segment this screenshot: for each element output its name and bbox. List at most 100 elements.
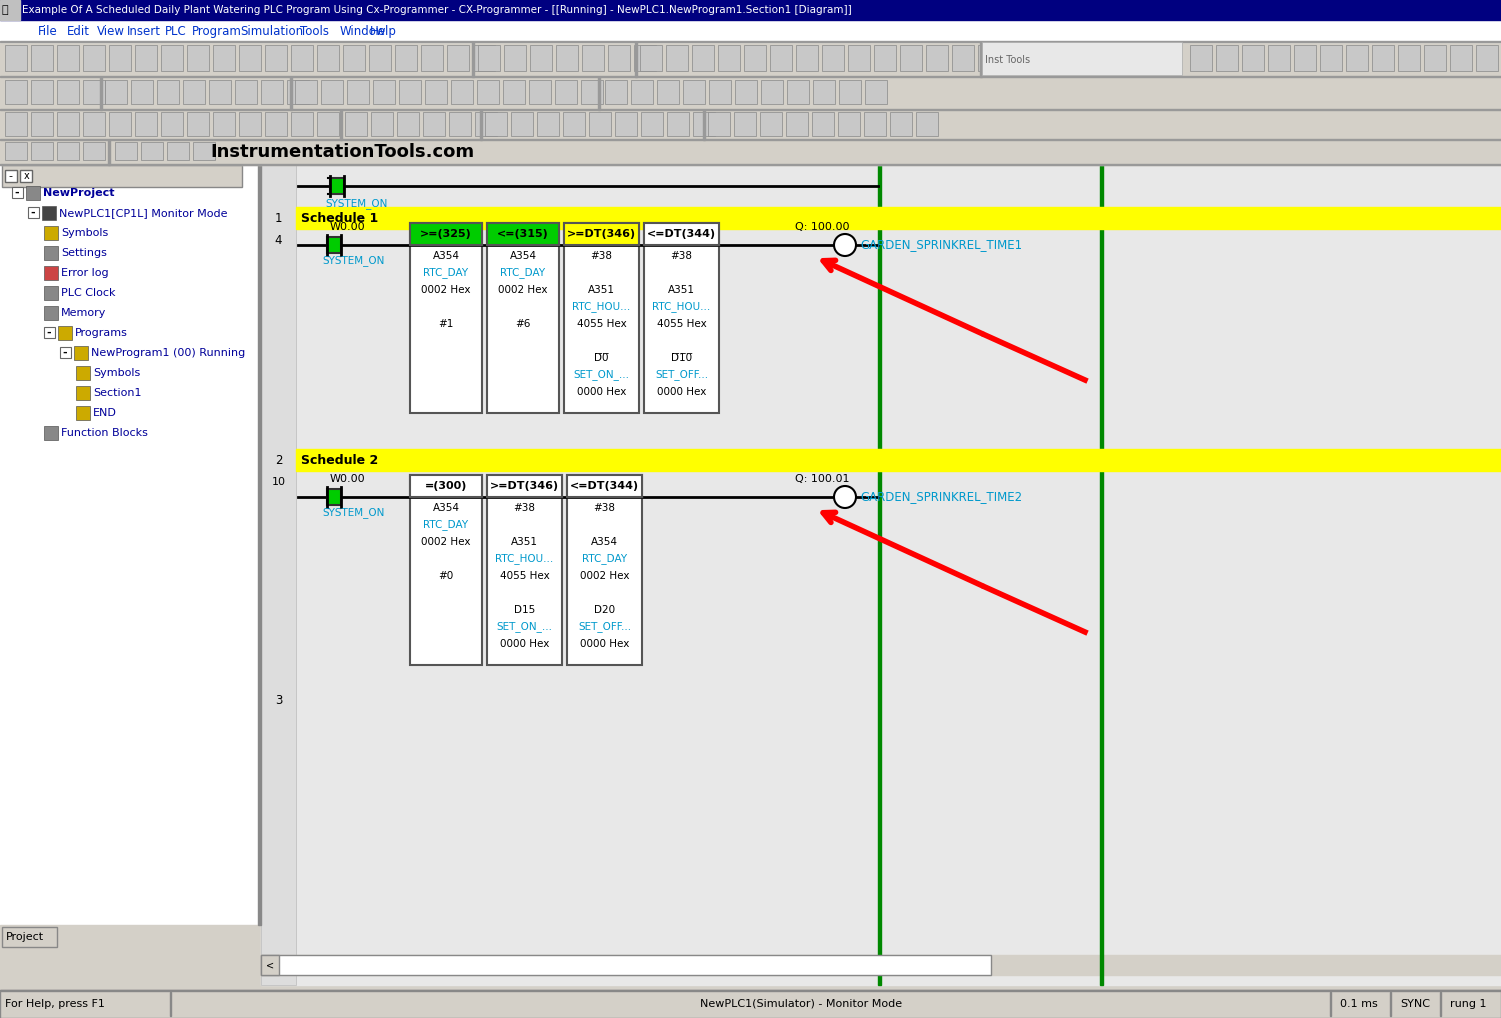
Bar bbox=[410, 475, 482, 497]
Bar bbox=[528, 80, 551, 104]
Bar bbox=[486, 223, 558, 413]
Bar bbox=[32, 45, 53, 71]
Bar bbox=[666, 112, 689, 136]
Bar bbox=[1100, 165, 1103, 985]
Text: Tools: Tools bbox=[300, 24, 329, 38]
Bar bbox=[239, 112, 261, 136]
Text: 0002 Hex: 0002 Hex bbox=[498, 285, 548, 295]
Bar bbox=[635, 42, 636, 77]
Bar bbox=[0, 110, 1501, 140]
Bar bbox=[188, 45, 209, 71]
Text: RTC_HOU...: RTC_HOU... bbox=[572, 301, 630, 313]
Text: 0.1 ms: 0.1 ms bbox=[1340, 999, 1378, 1009]
Bar bbox=[239, 45, 261, 71]
Bar bbox=[183, 80, 206, 104]
Bar bbox=[213, 45, 236, 71]
Bar bbox=[708, 112, 729, 136]
Bar bbox=[563, 112, 585, 136]
Bar bbox=[57, 142, 80, 160]
Text: Q: 100.01: Q: 100.01 bbox=[796, 474, 850, 484]
Text: 0000 Hex: 0000 Hex bbox=[576, 387, 626, 397]
Text: #38: #38 bbox=[671, 251, 692, 261]
Bar bbox=[979, 45, 1000, 71]
Text: InstrumentationTools.com: InstrumentationTools.com bbox=[210, 143, 474, 161]
Bar bbox=[1450, 45, 1472, 71]
Bar bbox=[395, 45, 417, 71]
Bar bbox=[44, 327, 56, 338]
Bar bbox=[760, 112, 782, 136]
Bar bbox=[57, 80, 80, 104]
Text: 2: 2 bbox=[275, 453, 282, 466]
Text: #38: #38 bbox=[590, 251, 612, 261]
Bar bbox=[0, 140, 1501, 165]
Bar bbox=[641, 112, 663, 136]
Text: A354: A354 bbox=[591, 538, 618, 547]
Bar bbox=[266, 112, 287, 136]
Bar bbox=[57, 45, 80, 71]
Bar bbox=[425, 80, 447, 104]
Bar bbox=[865, 112, 886, 136]
Text: NewPLC1(Simulator) - Monitor Mode: NewPLC1(Simulator) - Monitor Mode bbox=[699, 999, 902, 1009]
Bar bbox=[0, 20, 1501, 42]
Bar bbox=[982, 42, 1181, 75]
Text: 0000 Hex: 0000 Hex bbox=[579, 639, 629, 649]
Bar bbox=[814, 80, 835, 104]
Bar bbox=[1475, 45, 1498, 71]
Bar bbox=[1319, 45, 1342, 71]
Text: Q: 100.00: Q: 100.00 bbox=[796, 222, 850, 232]
Bar bbox=[5, 170, 17, 182]
Bar bbox=[261, 955, 279, 975]
Text: RTC_DAY: RTC_DAY bbox=[423, 519, 468, 530]
Bar bbox=[510, 112, 533, 136]
Bar bbox=[744, 45, 766, 71]
Bar bbox=[486, 223, 558, 245]
Circle shape bbox=[835, 486, 856, 508]
Bar bbox=[567, 475, 642, 497]
Bar bbox=[194, 142, 215, 160]
Text: Example Of A Scheduled Daily Plant Watering PLC Program Using Cx-Programmer - CX: Example Of A Scheduled Daily Plant Water… bbox=[23, 5, 851, 15]
Text: PLC: PLC bbox=[165, 24, 186, 38]
Text: D̅0̅: D̅0̅ bbox=[594, 353, 609, 363]
Bar bbox=[369, 45, 390, 71]
Bar bbox=[32, 142, 53, 160]
Bar bbox=[5, 112, 27, 136]
Text: rung 1: rung 1 bbox=[1450, 999, 1486, 1009]
Bar bbox=[347, 80, 369, 104]
Bar bbox=[692, 45, 714, 71]
Bar bbox=[32, 112, 53, 136]
Bar bbox=[630, 80, 653, 104]
Text: NewProgram1 (00) Running: NewProgram1 (00) Running bbox=[92, 348, 245, 358]
Text: D20: D20 bbox=[594, 605, 615, 615]
Bar bbox=[209, 80, 231, 104]
Bar bbox=[597, 77, 600, 110]
Bar bbox=[666, 45, 687, 71]
Bar bbox=[537, 112, 558, 136]
Text: SET_OFF...: SET_OFF... bbox=[654, 370, 708, 381]
Text: #38: #38 bbox=[593, 503, 615, 513]
Bar bbox=[683, 80, 705, 104]
Text: NewPLC1[CP1L] Monitor Mode: NewPLC1[CP1L] Monitor Mode bbox=[59, 208, 228, 218]
Bar bbox=[20, 170, 32, 182]
Text: <=DT(344): <=DT(344) bbox=[647, 229, 716, 239]
Text: File: File bbox=[38, 24, 57, 38]
Bar bbox=[608, 45, 630, 71]
Bar bbox=[471, 42, 474, 77]
Bar bbox=[582, 45, 603, 71]
Bar bbox=[261, 80, 284, 104]
Bar bbox=[131, 80, 153, 104]
Bar bbox=[1268, 45, 1289, 71]
Bar bbox=[1397, 45, 1420, 71]
Text: Help: Help bbox=[371, 24, 396, 38]
Bar bbox=[474, 112, 497, 136]
Text: Programs: Programs bbox=[75, 328, 128, 338]
Bar bbox=[317, 45, 339, 71]
Text: >=DT(346): >=DT(346) bbox=[489, 480, 558, 491]
Bar bbox=[26, 186, 41, 200]
Bar bbox=[77, 366, 90, 380]
Text: 0002 Hex: 0002 Hex bbox=[422, 285, 471, 295]
Bar bbox=[77, 386, 90, 400]
Bar bbox=[615, 112, 636, 136]
Bar bbox=[101, 77, 102, 110]
Text: SET_OFF...: SET_OFF... bbox=[578, 622, 630, 632]
Text: -: - bbox=[8, 171, 12, 181]
